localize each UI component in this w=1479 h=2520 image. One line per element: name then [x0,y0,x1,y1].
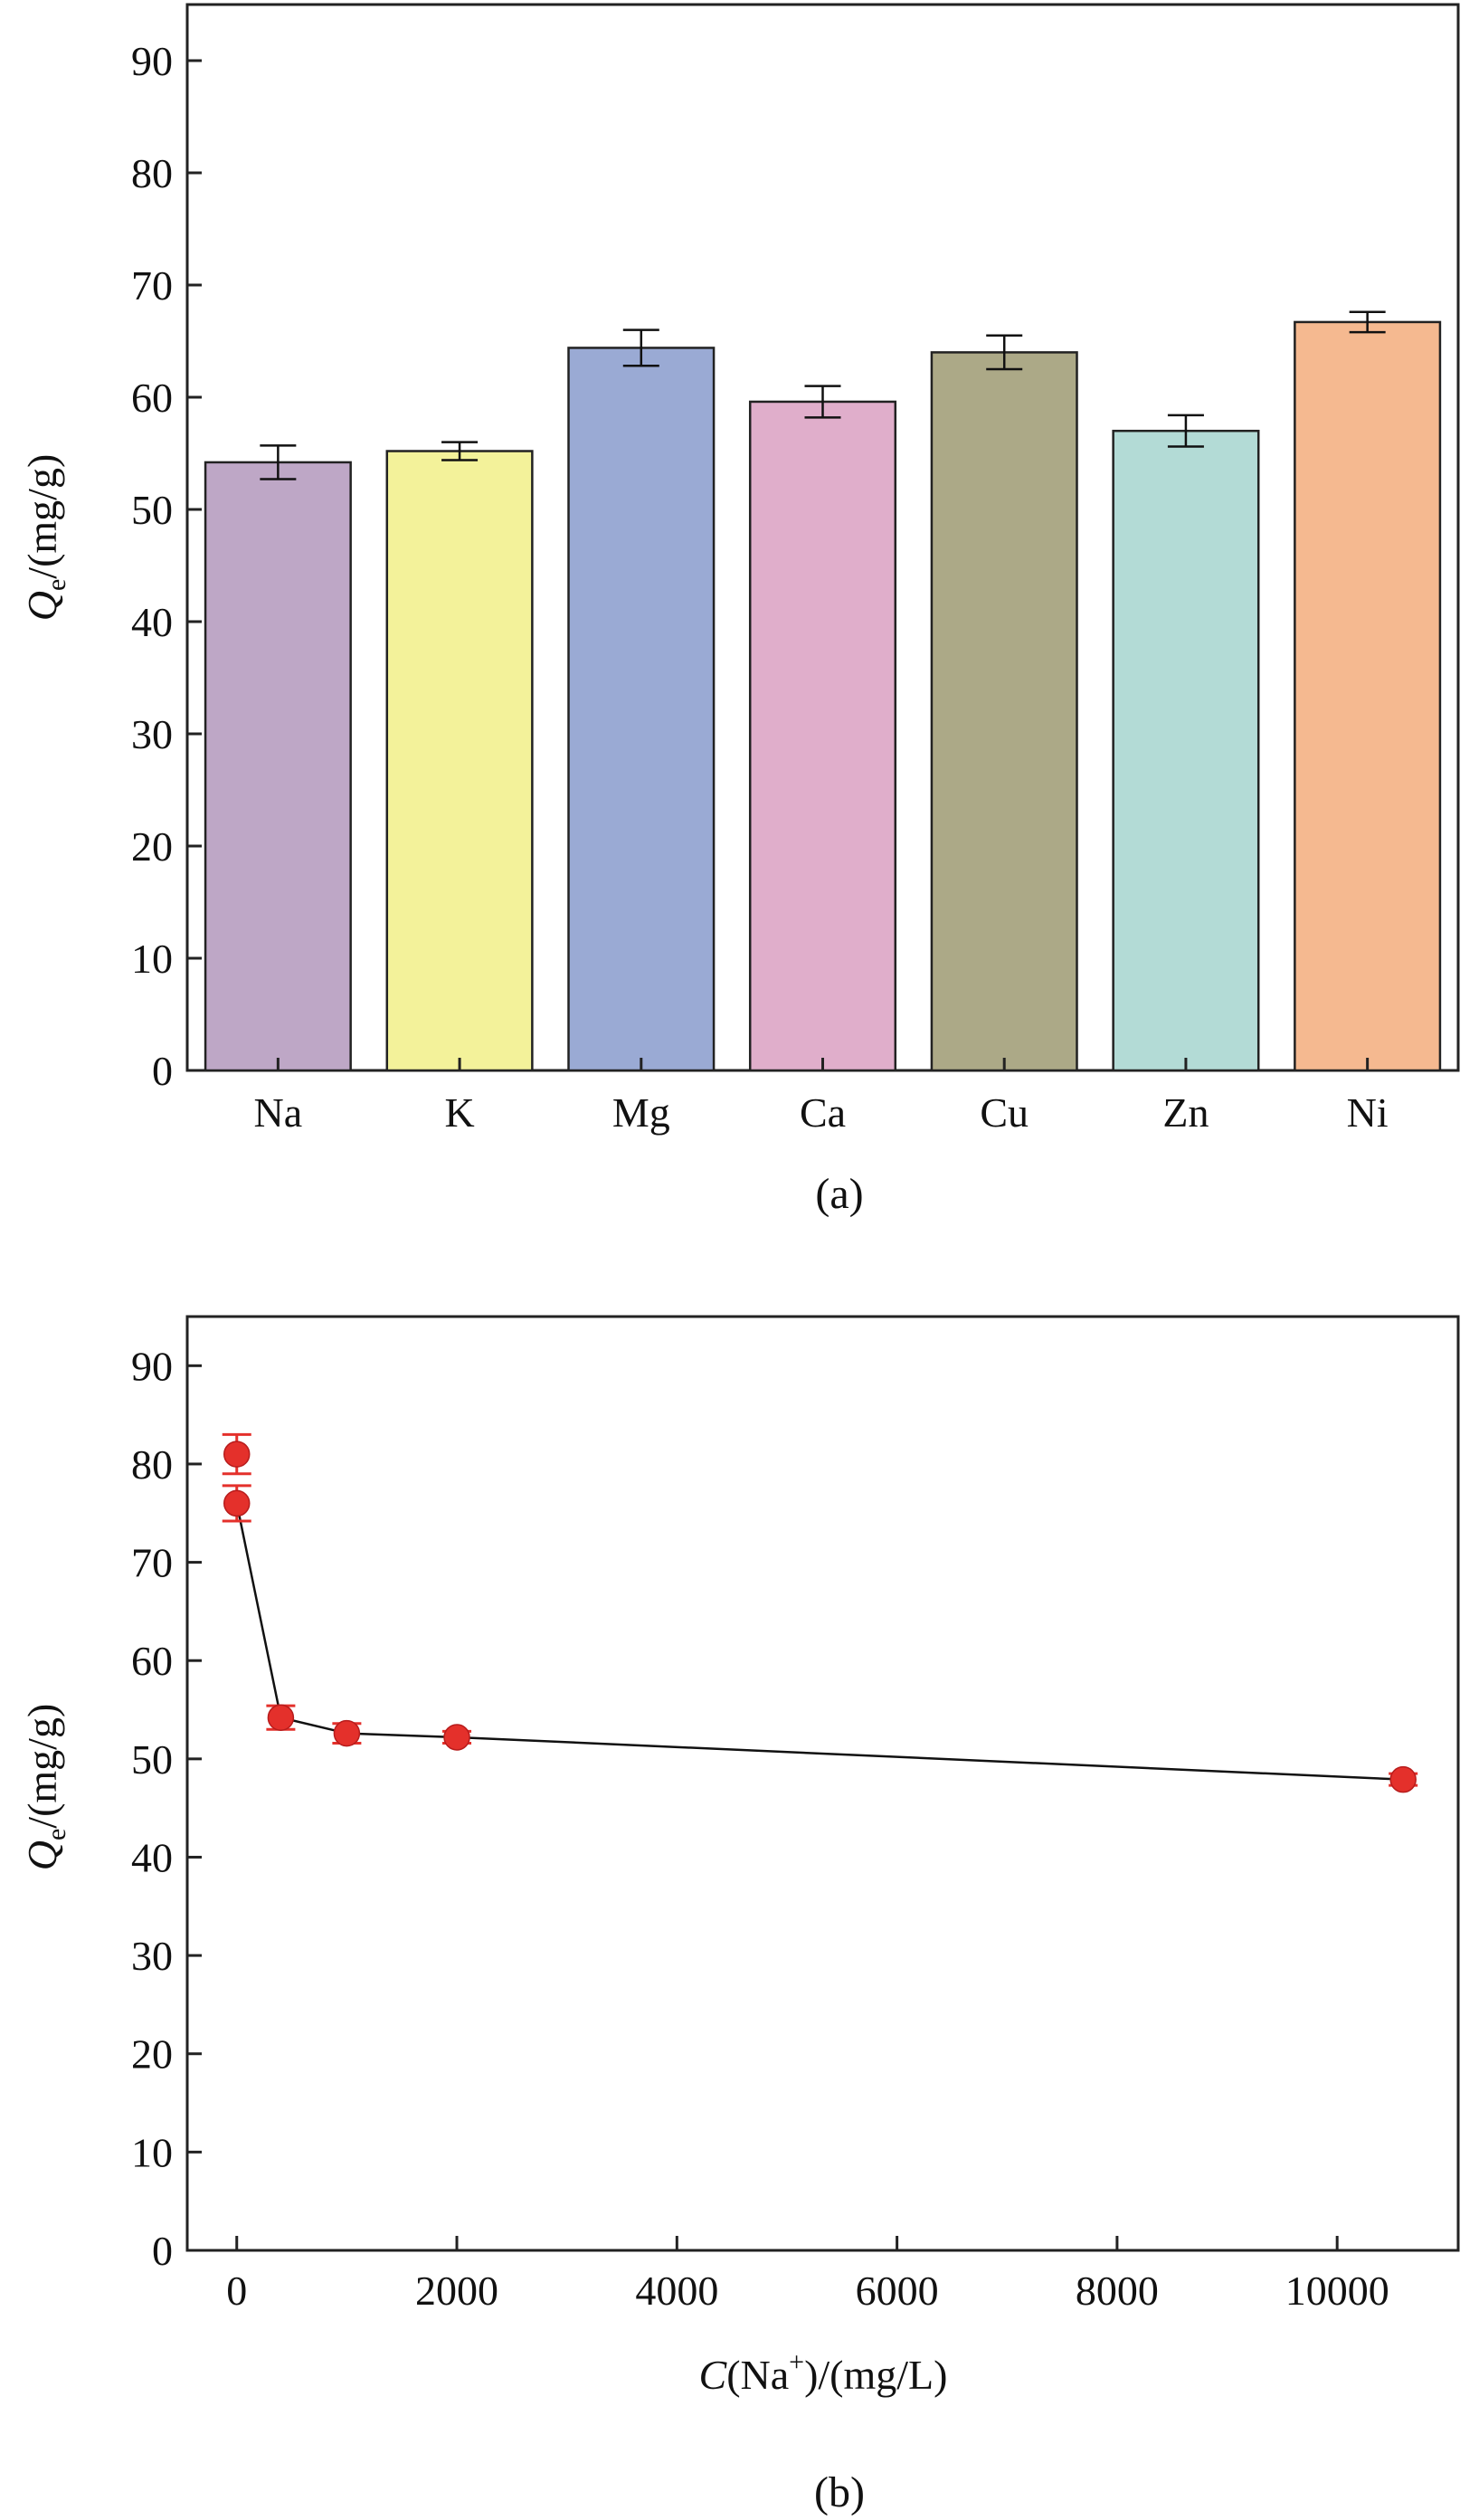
panel-a-bars [204,310,1442,1072]
panel-b-x-tick-label: 0 [226,2268,247,2314]
panel-b-x-tick-label: 10000 [1285,2268,1389,2314]
panel-b-x-ticks: 0 2000 4000 6000 8000 10000 [226,2236,1389,2314]
data-point [333,1719,361,1747]
panel-a-y-axis-label: Qe/(mg/g) [19,454,71,622]
panel-a-y-tick-label: 90 [131,38,173,84]
panel-a-y-ticks: 0 10 20 30 40 50 60 70 80 90 [131,38,202,1094]
panel-a-y-tick-label: 60 [131,375,173,421]
bar-mg [567,347,716,1072]
panel-b-y-tick-label: 70 [131,1540,173,1586]
data-point [223,1441,251,1468]
panel-b-y-tick-label: 10 [131,2129,173,2175]
panel-b-caption: (b) [814,2468,865,2516]
panel-b-y-axis-label: Qe/(mg/g) [19,1704,71,1871]
panel-a-y-tick-label: 30 [131,711,173,757]
panel-b-y-tick-label: 50 [131,1736,173,1783]
panel-a-y-tick-label: 40 [131,599,173,645]
panel-a-x-tick-labels: Na K Mg Ca Cu Zn Ni [254,1058,1389,1136]
x-tick-label-ni: Ni [1347,1089,1389,1136]
panel-a-y-tick-label: 80 [131,150,173,196]
bar-ni [1294,320,1442,1072]
panel-a-y-tick-label: 10 [131,936,173,982]
panel-b-y-tick-label: 60 [131,1638,173,1684]
panel-b-y-tick-label: 40 [131,1834,173,1880]
bar-zn [1112,429,1260,1072]
panel-b-y-tick-label: 90 [131,1343,173,1389]
x-tick-label-zn: Zn [1162,1089,1209,1136]
bar-k [385,450,534,1072]
panel-b-y-tick-label: 80 [131,1441,173,1488]
data-point [1389,1765,1417,1793]
panel-a-bar-chart: 0 10 20 30 40 50 60 70 80 90 Na K Mg Ca Cu Zn Ni Qe/(mg… [19,3,1460,1218]
data-point [443,1724,470,1751]
series-line [235,1503,1404,1781]
panel-a-y-tick-label: 50 [131,487,173,533]
bar-na [204,461,352,1072]
panel-b-x-tick-label: 6000 [856,2268,939,2314]
panel-a-y-tick-label: 70 [131,262,173,309]
x-tick-label-mg: Mg [612,1089,670,1136]
panel-b-y-ticks: 0 10 20 30 40 50 60 70 80 90 [131,1343,202,2274]
bar-cu [930,351,1078,1072]
panel-b-x-axis-label: C(Na+)/(mg/L) [699,2347,948,2398]
x-tick-label-k: K [444,1089,474,1136]
panel-b-series [222,1432,1418,1793]
data-point [223,1489,251,1517]
panel-b-line-chart: 0 10 20 30 40 50 60 70 80 90 0 2000 4000 6000 8000 100… [19,1315,1460,2516]
panel-b-x-tick-label: 8000 [1076,2268,1159,2314]
panel-b-x-tick-label: 4000 [635,2268,718,2314]
panel-b-y-tick-label: 0 [152,2228,173,2274]
bar-ca [748,400,897,1072]
panel-b-y-tick-label: 20 [131,2031,173,2078]
x-tick-label-na: Na [254,1089,303,1136]
x-tick-label-cu: Cu [980,1089,1029,1136]
panel-a-y-tick-label: 0 [152,1048,173,1094]
panel-b-y-tick-label: 30 [131,1933,173,1979]
x-tick-label-ca: Ca [800,1089,846,1136]
data-point [267,1704,295,1731]
panel-b-plot-frame [185,1315,1460,2252]
panel-a-y-tick-label: 20 [131,823,173,870]
panel-b-x-tick-label: 2000 [415,2268,498,2314]
panel-a-caption: (a) [815,1170,863,1218]
